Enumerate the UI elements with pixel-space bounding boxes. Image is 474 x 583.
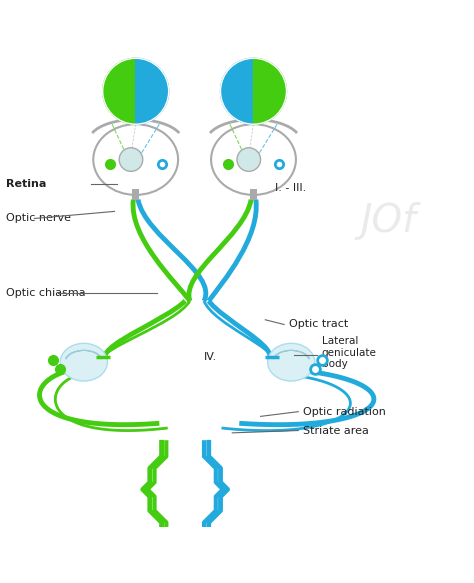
Text: Retina: Retina [6,179,46,189]
Circle shape [237,147,261,171]
Circle shape [119,147,143,171]
Text: Optic tract: Optic tract [289,319,348,329]
FancyBboxPatch shape [132,189,139,199]
Text: I. - III.: I. - III. [275,183,306,193]
Text: Lateral
geniculate
body: Lateral geniculate body [322,336,377,370]
Text: Optic radiation: Optic radiation [303,407,386,417]
Text: JOf: JOf [360,202,416,240]
Polygon shape [136,58,169,124]
Text: IV.: IV. [204,353,217,363]
Ellipse shape [60,343,108,381]
Text: Optic chiasma: Optic chiasma [6,288,86,298]
Polygon shape [103,58,136,124]
Ellipse shape [211,124,296,195]
Polygon shape [220,58,254,124]
Text: Optic nerve: Optic nerve [6,213,71,223]
Ellipse shape [93,124,178,195]
Text: Striate area: Striate area [303,426,369,436]
Ellipse shape [268,343,315,381]
Polygon shape [254,58,286,124]
FancyBboxPatch shape [250,189,257,199]
